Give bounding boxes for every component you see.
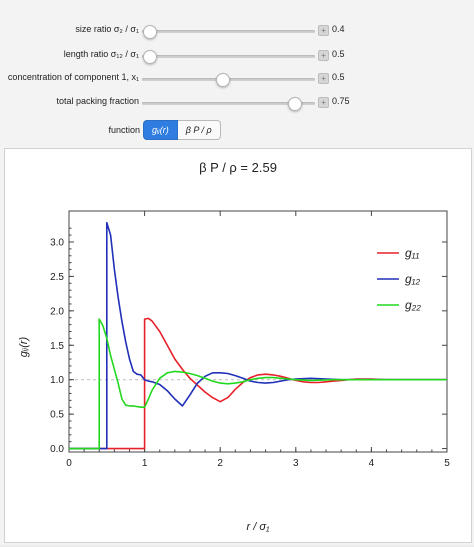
x-tick-label-2: 2 [217,458,223,469]
chart-title: β P / ρ = 2.59 [199,160,277,175]
y-tick-label-1: 0.5 [50,410,64,421]
y-tick-label-6: 3.0 [50,237,64,248]
plot-area-border [68,210,448,453]
x-tick-label-1: 1 [142,458,148,469]
size-ratio-label: size ratio σ₂ / σ₁ [75,24,139,34]
function-selector: gᵢⱼ(r) β P / ρ [143,120,221,140]
concentration-plus-icon[interactable]: + [318,73,329,84]
series-line-1 [69,221,447,450]
packing-fraction-slider[interactable] [142,97,315,111]
slider-row-concentration: concentration of component 1, x₁ + 0.5 [0,68,474,90]
function-option-pressure[interactable]: β P / ρ [177,120,221,140]
concentration-slider[interactable] [142,73,315,87]
y-axis-label: gᵢⱼ(r) [18,336,30,357]
size-ratio-slider-thumb[interactable] [142,25,157,39]
legend-label-1: g₁₂ [405,272,420,286]
x-tick-label-5: 5 [444,458,450,469]
legend-label-0: g₁₁ [405,246,419,260]
series-line-0 [69,317,447,450]
length-ratio-plus-icon[interactable]: + [318,50,329,61]
chart-legend: g₁₁ g₁₂ g₂₂ [377,246,421,312]
length-ratio-value: 0.5 [332,49,345,59]
x-tick-label-3: 3 [293,458,299,469]
y-tick-label-5: 2.5 [50,272,64,283]
x-tick-label-4: 4 [369,458,375,469]
slider-row-size-ratio: size ratio σ₂ / σ₁ + 0.4 [0,20,474,42]
length-ratio-slider-thumb[interactable] [142,50,157,64]
concentration-label: concentration of component 1, x₁ [7,72,139,82]
size-ratio-slider[interactable] [142,25,315,39]
y-tick-label-3: 1.5 [50,341,64,352]
chart-series-layer [69,221,447,450]
packing-fraction-slider-thumb[interactable] [288,97,303,111]
function-option-gij[interactable]: gᵢⱼ(r) [143,120,178,140]
packing-fraction-plus-icon[interactable]: + [318,97,329,108]
size-ratio-value: 0.4 [332,24,345,34]
length-ratio-slider[interactable] [142,50,315,64]
slider-row-packing-fraction: total packing fraction + 0.75 [0,92,474,114]
packing-fraction-value: 0.75 [332,96,350,106]
slider-row-length-ratio: length ratio σ₁₂ / σ₁ + 0.5 [0,45,474,67]
y-tick-label-4: 2.0 [50,306,64,317]
concentration-slider-thumb[interactable] [215,73,230,87]
packing-fraction-label: total packing fraction [56,96,139,106]
plot-frame: β P / ρ = 2.59 0 1 2 3 4 5 0.0 0.5 1.0 1.5 2.0 2.5 3… [4,148,472,543]
controls-area: size ratio σ₂ / σ₁ + 0.4 length ratio σ₁… [0,0,474,148]
legend-label-2: g₂₂ [405,298,421,312]
y-tick-label-2: 1.0 [50,375,64,386]
size-ratio-plus-icon[interactable]: + [318,25,329,36]
x-axis-label: r / σ₁ [247,521,270,533]
series-line-2 [69,318,447,450]
function-label: function [108,125,140,135]
length-ratio-label: length ratio σ₁₂ / σ₁ [63,49,139,59]
x-tick-label-0: 0 [66,458,72,469]
chart-axes: 0 1 2 3 4 5 0.0 0.5 1.0 1.5 2.0 2.5 3.0 [50,210,450,469]
y-tick-label-0: 0.0 [50,444,64,455]
concentration-value: 0.5 [332,72,345,82]
rdf-chart: β P / ρ = 2.59 0 1 2 3 4 5 0.0 0.5 1.0 1.5 2.0 2.5 3… [18,160,450,533]
